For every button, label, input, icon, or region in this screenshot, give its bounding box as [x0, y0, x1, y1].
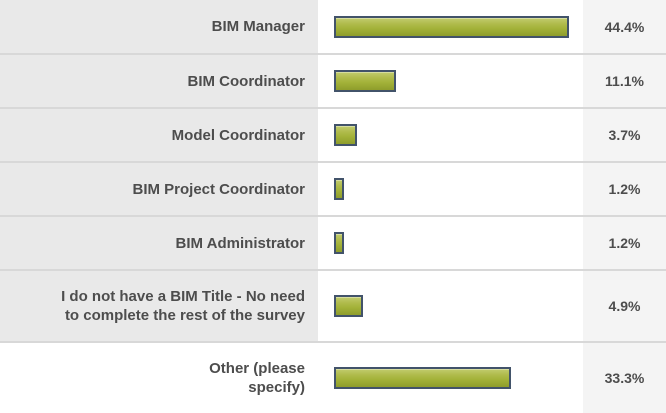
bar-area: [318, 217, 583, 269]
percent-value: 33.3%: [583, 343, 666, 413]
bar-area: [318, 0, 583, 53]
bar: [334, 70, 396, 92]
bar: [334, 15, 569, 38]
percent-value: 3.7%: [583, 109, 666, 161]
chart-row: I do not have a BIM Title - No need to c…: [0, 269, 666, 341]
chart-row: BIM Manager 44.4%: [0, 0, 666, 53]
bar: [334, 367, 511, 389]
bar-area: [318, 55, 583, 107]
answer-label: Model Coordinator: [0, 109, 318, 161]
percent-value: 1.2%: [583, 163, 666, 215]
answer-label: Other (please specify): [0, 343, 318, 413]
percent-value: 11.1%: [583, 55, 666, 107]
bar: [334, 178, 344, 200]
chart-row: BIM Coordinator 11.1%: [0, 53, 666, 107]
answer-label: BIM Project Coordinator: [0, 163, 318, 215]
bar: [334, 124, 357, 146]
bar: [334, 232, 344, 254]
chart-row: BIM Administrator 1.2%: [0, 215, 666, 269]
bar-area: [318, 163, 583, 215]
answer-label: BIM Manager: [0, 0, 318, 53]
bar-area: [318, 109, 583, 161]
bar: [334, 295, 363, 317]
chart-row: Other (please specify) 33.3%: [0, 341, 666, 413]
percent-value: 1.2%: [583, 217, 666, 269]
chart-row: Model Coordinator 3.7%: [0, 107, 666, 161]
answer-label: BIM Coordinator: [0, 55, 318, 107]
answer-label: BIM Administrator: [0, 217, 318, 269]
answer-label: I do not have a BIM Title - No need to c…: [0, 271, 318, 341]
bar-area: [318, 343, 583, 413]
bar-area: [318, 271, 583, 341]
chart-row: BIM Project Coordinator 1.2%: [0, 161, 666, 215]
percent-value: 44.4%: [583, 0, 666, 53]
percent-value: 4.9%: [583, 271, 666, 341]
